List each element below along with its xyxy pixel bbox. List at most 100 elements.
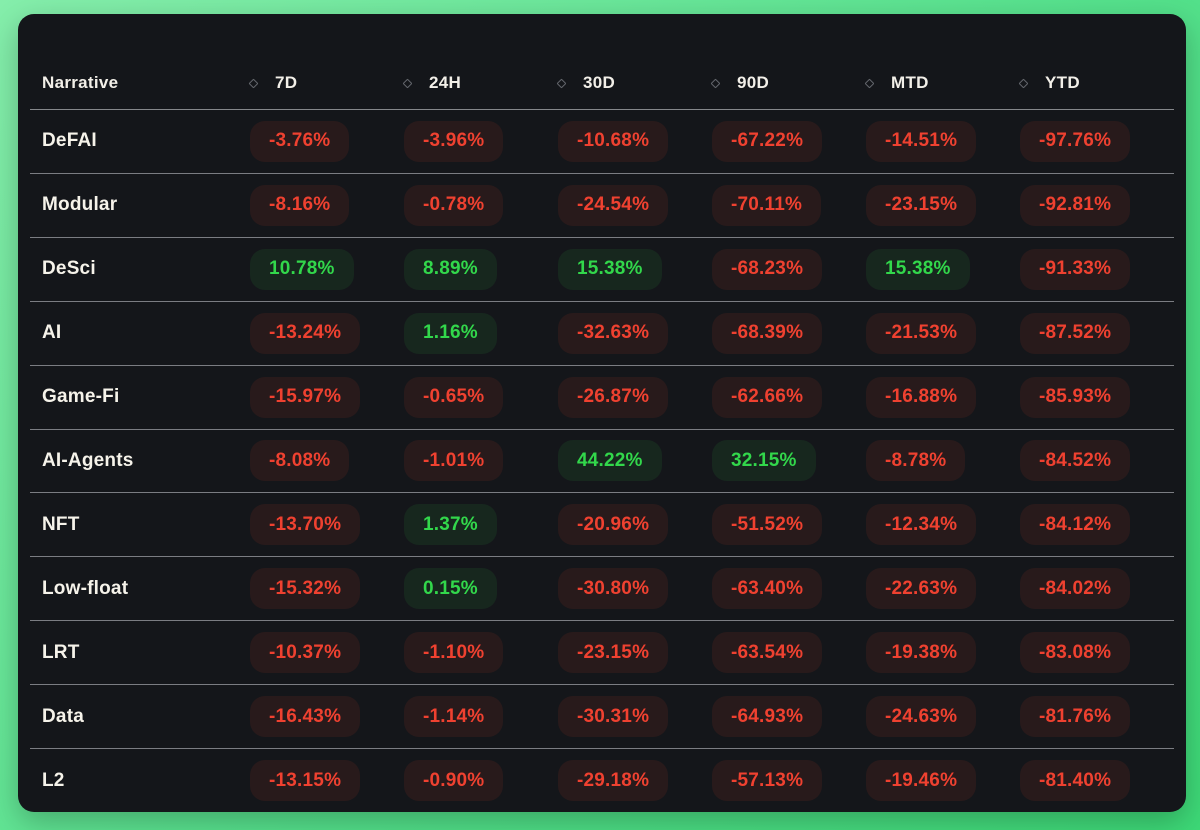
narrative-label: DeFAI (42, 130, 97, 152)
value-cell: 1.37% (404, 504, 558, 546)
column-header-90d[interactable]: 90D (710, 73, 866, 93)
sort-diamond-icon (864, 78, 875, 88)
value-cell: -13.24% (250, 312, 404, 354)
negative-change-pill: -8.16% (250, 184, 350, 226)
positive-change-pill: 1.37% (404, 504, 497, 546)
negative-change-pill: -81.76% (1020, 696, 1131, 738)
table-row[interactable]: Low-float -15.32% 0.15% -30.80% -63.40% -22.6… (30, 557, 1174, 622)
value-cell: -15.32% (250, 568, 404, 610)
value-cell: -8.08% (250, 440, 404, 482)
negative-change-pill: -29.18% (558, 760, 669, 802)
negative-change-pill: -22.63% (866, 568, 977, 610)
value-cell: -10.37% (250, 632, 404, 674)
value-cell: -84.12% (1020, 504, 1174, 546)
value-cell: -16.88% (866, 376, 1020, 418)
table-row[interactable]: Modular -8.16% -0.78% -24.54% -70.11% -23.15%… (30, 174, 1174, 238)
table-row[interactable]: AI -13.24% 1.16% -32.63% -68.39% -21.53% -87.5… (30, 302, 1174, 366)
sort-diamond-icon (710, 78, 721, 88)
narrative-label: Data (42, 705, 84, 727)
positive-change-pill: 44.22% (558, 440, 662, 482)
value-cell: -51.52% (712, 504, 866, 546)
table-row[interactable]: NFT -13.70% 1.37% -20.96% -51.52% -12.34% -84.… (30, 493, 1174, 558)
table-row[interactable]: LRT -10.37% -1.10% -23.15% -63.54% -19.38% -83… (30, 621, 1174, 686)
value-cell: -10.68% (558, 120, 712, 162)
narratives-table-panel: Narrative 7D 24H 30D 90D MTD YTD DeFAI -3.76% -3… (18, 14, 1186, 812)
value-cell: -24.54% (558, 184, 712, 226)
table-body: DeFAI -3.76% -3.96% -10.68% -67.22% -14.51% -9… (30, 110, 1174, 812)
value-cell: -3.76% (250, 120, 404, 162)
positive-change-pill: 10.78% (250, 248, 354, 290)
value-cell: -20.96% (558, 504, 712, 546)
negative-change-pill: -30.31% (558, 696, 669, 738)
negative-change-pill: -84.52% (1020, 440, 1131, 482)
negative-change-pill: -13.24% (250, 312, 361, 354)
negative-change-pill: -1.10% (404, 632, 504, 674)
column-header-narrative[interactable]: Narrative (30, 73, 250, 93)
negative-change-pill: -68.23% (712, 248, 823, 290)
table-row[interactable]: DeSci 10.78% 8.89% 15.38% -68.23% 15.38% -91.3… (30, 238, 1174, 302)
negative-change-pill: -15.97% (250, 376, 361, 418)
negative-change-pill: -67.22% (712, 120, 823, 162)
negative-change-pill: -64.93% (712, 696, 823, 738)
value-cell: -19.38% (866, 632, 1020, 674)
narrative-label: DeSci (42, 258, 96, 280)
negative-change-pill: -63.40% (712, 568, 823, 610)
value-cell: -81.40% (1020, 760, 1174, 802)
table-row[interactable]: L2 -13.15% -0.90% -29.18% -57.13% -19.46% -81.… (30, 749, 1174, 812)
negative-change-pill: -19.38% (866, 632, 977, 674)
value-cell: -70.11% (712, 184, 866, 226)
table-row[interactable]: DeFAI -3.76% -3.96% -10.68% -67.22% -14.51% -9… (30, 110, 1174, 174)
negative-change-pill: -57.13% (712, 760, 823, 802)
value-cell: -67.22% (712, 120, 866, 162)
table-row[interactable]: AI-Agents -8.08% -1.01% 44.22% 32.15% -8.78% -… (30, 430, 1174, 494)
negative-change-pill: -14.51% (866, 120, 977, 162)
negative-change-pill: -3.96% (404, 120, 504, 162)
value-cell: -22.63% (866, 568, 1020, 610)
negative-change-pill: -1.01% (404, 440, 504, 482)
value-cell: -13.15% (250, 760, 404, 802)
column-header-7d[interactable]: 7D (248, 73, 404, 93)
negative-change-pill: -26.87% (558, 376, 669, 418)
negative-change-pill: -24.54% (558, 184, 669, 226)
column-header-label: 30D (583, 73, 616, 92)
value-cell: 0.15% (404, 568, 558, 610)
narrative-label: Game-Fi (42, 386, 120, 408)
negative-change-pill: -62.66% (712, 376, 823, 418)
value-cell: -68.39% (712, 312, 866, 354)
value-cell: -0.78% (404, 184, 558, 226)
value-cell: -8.78% (866, 440, 1020, 482)
column-header-ytd[interactable]: YTD (1018, 73, 1174, 93)
value-cell: -0.90% (404, 760, 558, 802)
table-row[interactable]: Data -16.43% -1.14% -30.31% -64.93% -24.63% -8… (30, 685, 1174, 750)
negative-change-pill: -32.63% (558, 312, 669, 354)
column-header-30d[interactable]: 30D (556, 73, 712, 93)
negative-change-pill: -30.80% (558, 568, 669, 610)
value-cell: -29.18% (558, 760, 712, 802)
negative-change-pill: -0.78% (404, 184, 504, 226)
column-header-mtd[interactable]: MTD (864, 73, 1020, 93)
column-header-label: MTD (891, 73, 929, 92)
negative-change-pill: -1.14% (404, 696, 504, 738)
value-cell: 32.15% (712, 440, 866, 482)
positive-change-pill: 15.38% (866, 248, 970, 290)
positive-change-pill: 0.15% (404, 568, 497, 610)
negative-change-pill: -16.43% (250, 696, 361, 738)
value-cell: -81.76% (1020, 696, 1174, 738)
positive-change-pill: 15.38% (558, 248, 662, 290)
sort-diamond-icon (402, 78, 413, 88)
value-cell: 44.22% (558, 440, 712, 482)
negative-change-pill: -70.11% (712, 184, 822, 226)
column-header-24h[interactable]: 24H (402, 73, 558, 93)
negative-change-pill: -51.52% (712, 504, 823, 546)
negative-change-pill: -10.68% (558, 120, 669, 162)
value-cell: -83.08% (1020, 632, 1174, 674)
positive-change-pill: 8.89% (404, 248, 497, 290)
value-cell: -87.52% (1020, 312, 1174, 354)
value-cell: -62.66% (712, 376, 866, 418)
value-cell: -8.16% (250, 184, 404, 226)
table-row[interactable]: Game-Fi -15.97% -0.65% -26.87% -62.66% -16.88… (30, 366, 1174, 430)
negative-change-pill: -13.15% (250, 760, 361, 802)
negative-change-pill: -0.65% (404, 376, 504, 418)
value-cell: -1.10% (404, 632, 558, 674)
value-cell: -14.51% (866, 120, 1020, 162)
